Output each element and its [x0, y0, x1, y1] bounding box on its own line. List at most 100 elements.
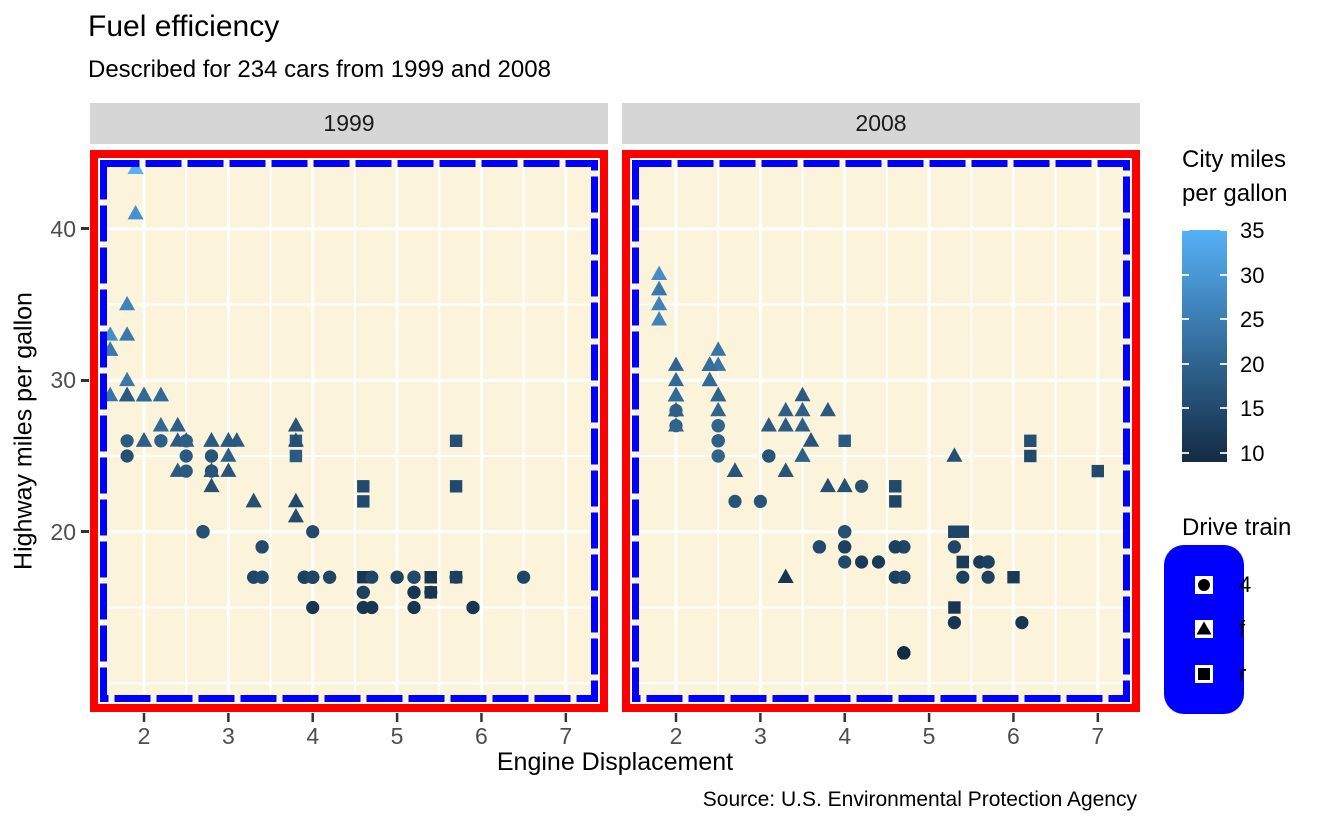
data-point: [152, 417, 169, 432]
page-subtitle: Described for 234 cars from 1999 and 200…: [88, 56, 551, 83]
data-point: [203, 477, 220, 493]
data-point: [897, 570, 911, 584]
data-point: [120, 449, 134, 463]
data-point: [357, 495, 370, 508]
x-tick-label: 2: [137, 723, 151, 749]
x-tick-label: 7: [1091, 723, 1105, 749]
facet-strip-2008: 2008: [622, 103, 1140, 144]
scatter-panel-1999: [90, 150, 608, 722]
data-point: [710, 341, 727, 356]
x-tick-label: 3: [221, 723, 235, 749]
data-point: [855, 479, 869, 493]
colorbar-tick-mark: [1220, 452, 1227, 455]
data-point: [651, 265, 668, 280]
colorbar-tick-label: 30: [1240, 262, 1265, 288]
colorbar-tick-label: 35: [1240, 218, 1265, 243]
data-point: [356, 585, 370, 599]
data-point: [203, 462, 220, 477]
data-point: [287, 508, 304, 523]
data-point: [794, 417, 811, 432]
scatter-panel-2008: [622, 150, 1140, 722]
colorbar-tick-label: 25: [1240, 307, 1265, 333]
data-point: [956, 525, 969, 538]
data-point: [449, 480, 463, 493]
data-point: [390, 570, 404, 584]
data-point: [1091, 464, 1104, 478]
data-point: [838, 555, 852, 569]
colorbar-tick-mark: [1220, 318, 1227, 321]
data-point: [424, 571, 437, 584]
x-tick-label: 7: [559, 723, 573, 749]
data-point: [424, 586, 437, 599]
data-point: [889, 495, 902, 508]
data-point: [981, 570, 995, 584]
data-point: [836, 477, 853, 493]
border-gap: [629, 157, 1133, 705]
data-point: [728, 494, 742, 508]
data-point: [136, 432, 152, 447]
data-point: [710, 401, 727, 417]
data-point: [651, 295, 668, 311]
colorbar-tick-mark: [1220, 273, 1227, 276]
data-point: [323, 570, 337, 584]
colorbar-tick-mark: [1182, 362, 1189, 365]
y-tick-label: 30: [50, 367, 76, 394]
axis-tick-mark: [81, 227, 89, 231]
data-point: [365, 600, 379, 615]
data-point: [727, 462, 743, 477]
data-point: [651, 311, 668, 326]
border-gap: [97, 157, 601, 705]
data-point: [711, 419, 725, 433]
colorbar-tick-mark: [1182, 407, 1189, 410]
data-point: [204, 449, 219, 463]
data-point: [289, 449, 303, 463]
y-tick-label: 40: [50, 215, 76, 242]
data-point: [711, 449, 725, 463]
data-point: [838, 540, 852, 554]
data-point: [1024, 449, 1037, 463]
data-point: [710, 386, 727, 402]
data-point: [120, 434, 134, 448]
data-point: [701, 356, 718, 371]
data-point: [466, 600, 480, 615]
data-point: [203, 432, 220, 447]
outer-red-border: [90, 150, 608, 712]
data-point: [794, 401, 811, 417]
data-point: [152, 386, 169, 402]
data-point: [449, 434, 463, 447]
colorbar-tick-mark: [1182, 273, 1189, 276]
data-point: [668, 356, 684, 371]
triangle-legend-symbol: [1196, 621, 1212, 635]
y-axis-title: Highway miles per gallon: [9, 292, 38, 570]
data-point: [981, 555, 995, 569]
data-point: [668, 401, 684, 417]
colorbar-legend-title-line1: City miles: [1182, 146, 1287, 173]
legend-key-background: [1195, 620, 1213, 638]
data-point: [245, 492, 262, 508]
data-point: [287, 432, 304, 447]
colorbar-tick-label: 15: [1240, 396, 1265, 422]
data-point: [306, 570, 320, 584]
data-point: [897, 646, 911, 660]
x-tick-label: 2: [669, 723, 683, 749]
colorbar-tick-label: 10: [1240, 441, 1265, 467]
data-point: [753, 494, 767, 508]
data-point: [196, 525, 210, 539]
data-point: [517, 570, 531, 584]
axis-tick-mark: [81, 378, 89, 382]
data-point: [668, 386, 684, 402]
x-tick-label: 4: [838, 723, 852, 749]
x-tick-label: 6: [475, 723, 488, 749]
x-axis-title: Engine Displacement: [496, 748, 734, 776]
data-point: [119, 295, 136, 311]
data-point: [220, 447, 237, 462]
data-point: [179, 449, 193, 463]
data-point: [1024, 434, 1037, 447]
data-point: [220, 432, 237, 447]
colorbar-tick-mark: [1182, 452, 1189, 455]
colorbar-legend-title-line2: per gallon: [1182, 180, 1288, 207]
data-point: [287, 492, 304, 508]
x-tick-label: 3: [753, 723, 767, 749]
data-point: [127, 205, 144, 220]
